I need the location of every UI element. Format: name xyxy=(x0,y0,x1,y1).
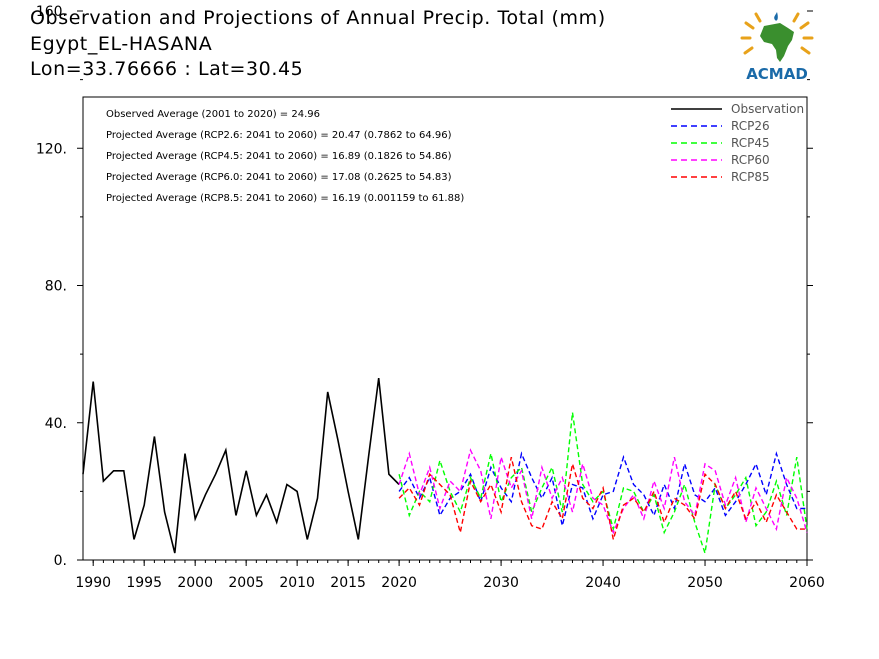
series-line-rcp60 xyxy=(398,448,808,535)
x-tick-label: 1990 xyxy=(75,575,111,591)
acmad-logo: ACMAD xyxy=(736,8,818,84)
series-line-rcp85 xyxy=(398,456,807,540)
series-line-rcp26 xyxy=(398,451,807,526)
x-tick-label: 2030 xyxy=(483,575,519,591)
annotation-text: Projected Average (RCP8.5: 2041 to 2060)… xyxy=(106,193,464,204)
legend-label: RCP60 xyxy=(731,153,770,167)
series-group xyxy=(82,377,808,554)
x-tick-label: 1995 xyxy=(126,575,162,591)
legend-label: RCP45 xyxy=(731,136,770,150)
africa-map-logo-icon xyxy=(740,12,814,62)
legend-label: RCP26 xyxy=(731,119,770,133)
y-axis: 0.40.80.120.160.200. xyxy=(36,4,813,569)
legend-label: RCP85 xyxy=(731,170,770,184)
chart-title: Observation and Projections of Annual Pr… xyxy=(30,7,606,29)
x-tick-label: 2010 xyxy=(279,575,315,591)
annotation-text: Projected Average (RCP4.5: 2041 to 2060)… xyxy=(106,151,452,162)
annotations: Observed Average (2001 to 2020) = 24.96 P… xyxy=(106,109,464,204)
series-line-observation xyxy=(82,377,400,554)
y-tick-label: 0. xyxy=(54,553,67,569)
x-tick-label: 2020 xyxy=(381,575,417,591)
logo-text: ACMAD xyxy=(746,65,808,83)
legend-label: Observation xyxy=(731,102,804,116)
y-tick-label: 120. xyxy=(36,141,67,157)
legend: Observation RCP26 RCP45 RCP60 RCP85 xyxy=(671,102,804,184)
plot-frame xyxy=(82,96,808,561)
x-tick-label: 2060 xyxy=(789,575,825,591)
annotation-text: Projected Average (RCP2.6: 2041 to 2060)… xyxy=(106,130,452,141)
annotation-text: Observed Average (2001 to 2020) = 24.96 xyxy=(106,109,320,120)
y-tick-label: 160. xyxy=(36,4,67,20)
y-tick-label: 40. xyxy=(45,416,67,432)
series-line-rcp45 xyxy=(398,412,808,554)
x-axis: 1990 1995 2000 2005 2010 2015 2020 2030 2040 2050… xyxy=(75,560,825,591)
x-tick-label: 2000 xyxy=(177,575,213,591)
x-tick-label: 2050 xyxy=(687,575,723,591)
station-coordinates: Lon=33.76666 : Lat=30.45 xyxy=(30,58,304,80)
y-tick-label: 80. xyxy=(45,279,67,295)
x-tick-label: 2005 xyxy=(228,575,264,591)
annotation-text: Projected Average (RCP6.0: 2041 to 2060)… xyxy=(106,172,452,183)
station-name: Egypt_EL-HASANA xyxy=(30,33,213,55)
x-tick-label: 2040 xyxy=(585,575,621,591)
x-tick-label: 2015 xyxy=(330,575,366,591)
